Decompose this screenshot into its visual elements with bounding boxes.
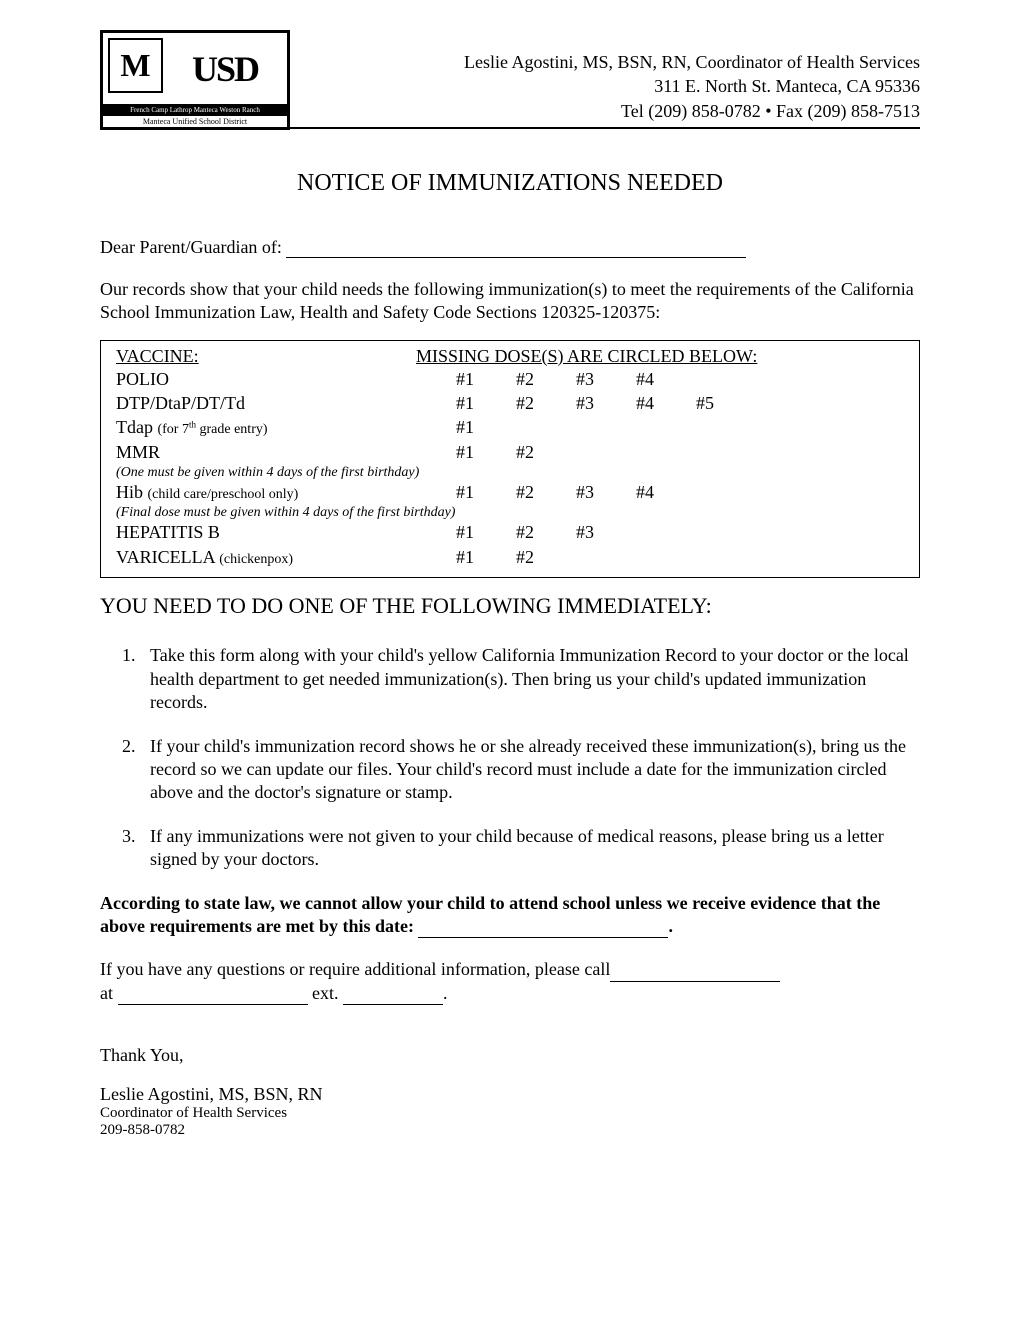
- instructions-list: Take this form along with your child's y…: [100, 644, 920, 871]
- dose-cell: #3: [576, 520, 606, 544]
- signature-title: Coordinator of Health Services: [100, 1105, 920, 1122]
- table-header-doses: MISSING DOSE(S) ARE CIRCLED BELOW:: [416, 346, 904, 367]
- dose-cell: #5: [696, 391, 726, 415]
- guardian-name-blank[interactable]: [286, 257, 746, 258]
- logo-cities: French Camp Lathrop Manteca Weston Ranch: [103, 104, 287, 116]
- dose-cell: #1: [456, 415, 486, 439]
- closing-block: Thank You, Leslie Agostini, MS, BSN, RN …: [100, 1045, 920, 1139]
- vaccine-name: DTP/DtaP/DT/Td: [116, 391, 456, 415]
- salutation-text: Dear Parent/Guardian of:: [100, 237, 282, 257]
- phone-line: Tel (209) 858-0782 • Fax (209) 858-7513: [290, 99, 920, 123]
- coordinator-line: Leslie Agostini, MS, BSN, RN, Coordinato…: [290, 50, 920, 74]
- warning-period: .: [668, 916, 673, 936]
- table-header-row: VACCINE: MISSING DOSE(S) ARE CIRCLED BEL…: [116, 346, 904, 367]
- vaccine-table: VACCINE: MISSING DOSE(S) ARE CIRCLED BEL…: [100, 340, 920, 579]
- dose-cell: #2: [516, 391, 546, 415]
- contact-phone-blank[interactable]: [118, 1004, 308, 1005]
- contact-period: .: [443, 983, 448, 1003]
- dose-cell: #4: [636, 391, 666, 415]
- contact-text-1: If you have any questions or require add…: [100, 959, 610, 979]
- letterhead: M USD French Camp Lathrop Manteca Weston…: [100, 30, 920, 130]
- vaccine-note-inline: (for 7th grade entry): [157, 422, 267, 437]
- vaccine-name: Tdap: [116, 417, 153, 437]
- contact-paragraph: If you have any questions or require add…: [100, 958, 920, 1005]
- closing-text: Thank You,: [100, 1045, 920, 1066]
- vaccine-name: VARICELLA: [116, 547, 215, 567]
- table-row: Hib (child care/preschool only) #1 #2 #3…: [116, 480, 904, 505]
- vaccine-note-below: (One must be given within 4 days of the …: [116, 465, 904, 480]
- contact-name-blank[interactable]: [610, 981, 780, 982]
- list-item: If your child's immunization record show…: [140, 735, 920, 805]
- dose-cell: #1: [456, 520, 486, 544]
- dose-cell: #1: [456, 391, 486, 415]
- vaccine-name: Hib: [116, 482, 143, 502]
- table-row: MMR #1 #2: [116, 440, 904, 464]
- vaccine-note-inline: (child care/preschool only): [148, 487, 299, 502]
- district-logo: M USD French Camp Lathrop Manteca Weston…: [100, 30, 290, 130]
- intro-paragraph: Our records show that your child needs t…: [100, 278, 920, 325]
- dose-cell: #1: [456, 440, 486, 464]
- letterhead-contact: Leslie Agostini, MS, BSN, RN, Coordinato…: [290, 30, 920, 129]
- dose-cell: #4: [636, 480, 666, 504]
- dose-cell: #2: [516, 440, 546, 464]
- table-row: VARICELLA (chickenpox) #1 #2: [116, 545, 904, 570]
- table-row: DTP/DtaP/DT/Td #1 #2 #3 #4 #5: [116, 391, 904, 415]
- table-header-vaccine: VACCINE:: [116, 346, 416, 367]
- header-rule: [290, 127, 920, 129]
- warning-text: According to state law, we cannot allow …: [100, 893, 880, 936]
- contact-text-3: ext.: [312, 983, 339, 1003]
- dose-cell: #1: [456, 545, 486, 569]
- address-line: 311 E. North St. Manteca, CA 95336: [290, 74, 920, 98]
- contact-ext-blank[interactable]: [343, 1004, 443, 1005]
- dose-cell: #2: [516, 520, 546, 544]
- table-row: Tdap (for 7th grade entry) #1: [116, 415, 904, 440]
- vaccine-name: MMR: [116, 440, 456, 464]
- list-item: If any immunizations were not given to y…: [140, 825, 920, 872]
- action-heading: YOU NEED TO DO ONE OF THE FOLLOWING IMME…: [100, 593, 920, 619]
- dose-cell: #4: [636, 367, 666, 391]
- deadline-date-blank[interactable]: [418, 937, 668, 938]
- dose-cell: #1: [456, 367, 486, 391]
- table-row: POLIO #1 #2 #3 #4: [116, 367, 904, 391]
- dose-cell: #2: [516, 367, 546, 391]
- table-row: HEPATITIS B #1 #2 #3: [116, 520, 904, 544]
- vaccine-note-below: (Final dose must be given within 4 days …: [116, 505, 904, 520]
- dose-cell: #3: [576, 480, 606, 504]
- signature-name: Leslie Agostini, MS, BSN, RN: [100, 1084, 920, 1105]
- dose-cell: #3: [576, 391, 606, 415]
- dose-cell: #2: [516, 480, 546, 504]
- dose-cell: #3: [576, 367, 606, 391]
- dose-cell: #1: [456, 480, 486, 504]
- logo-district: Manteca Unified School District: [103, 116, 287, 127]
- vaccine-note-inline: (chickenpox): [219, 552, 293, 567]
- document-title: NOTICE OF IMMUNIZATIONS NEEDED: [100, 170, 920, 197]
- dose-cell: #2: [516, 545, 546, 569]
- vaccine-name: POLIO: [116, 367, 456, 391]
- signature-phone: 209-858-0782: [100, 1122, 920, 1139]
- deadline-warning: According to state law, we cannot allow …: [100, 892, 920, 939]
- salutation-line: Dear Parent/Guardian of:: [100, 237, 920, 258]
- contact-text-2: at: [100, 983, 113, 1003]
- vaccine-name: HEPATITIS B: [116, 520, 456, 544]
- list-item: Take this form along with your child's y…: [140, 644, 920, 714]
